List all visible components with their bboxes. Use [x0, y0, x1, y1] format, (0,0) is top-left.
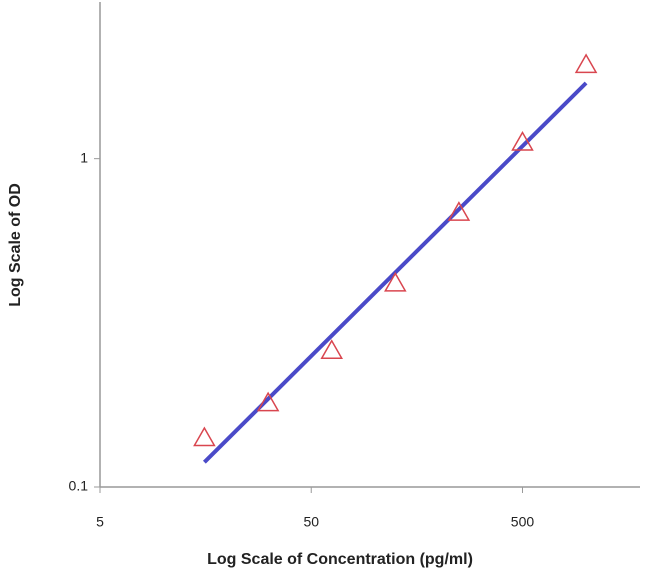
data-point: [574, 53, 598, 74]
x-axis-title: Log Scale of Concentration (pg/ml): [207, 551, 473, 568]
x-tick-label: 5: [96, 514, 104, 530]
data-point: [193, 426, 216, 447]
x-tick-label: 500: [511, 514, 535, 530]
data-point: [320, 339, 344, 359]
data-point: [511, 130, 534, 151]
y-tick-label: 0.1: [69, 478, 89, 494]
data-point: [384, 271, 407, 292]
data-point: [256, 391, 280, 412]
x-tick-label: 50: [303, 514, 319, 530]
data-point: [447, 201, 471, 221]
y-tick-label: 1: [80, 149, 88, 165]
y-axis-title: Log Scale of OD: [7, 183, 24, 307]
